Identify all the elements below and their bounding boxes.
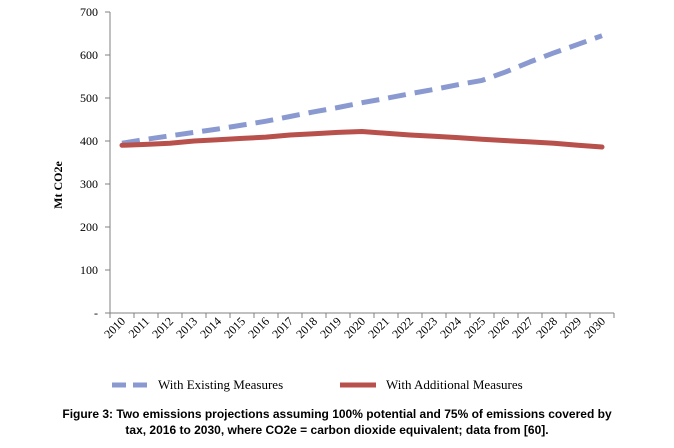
y-tick-label: 300: [80, 177, 98, 191]
x-tick-label: 2022: [389, 314, 416, 341]
x-tick-label: 2030: [581, 314, 608, 341]
x-axis-ticks: 2010201120122013201420152016201720182019…: [101, 313, 615, 341]
x-tick-label: 2021: [365, 314, 392, 341]
x-tick-label: 2013: [173, 314, 200, 341]
x-tick-label: 2023: [413, 314, 440, 341]
legend-label: With Additional Measures: [386, 377, 523, 392]
y-tick-label: 700: [80, 5, 98, 19]
x-tick-label: 2016: [245, 314, 272, 341]
x-tick-label: 2017: [269, 314, 296, 341]
x-tick-label: 2027: [509, 314, 536, 341]
y-tick-label: 500: [80, 91, 98, 105]
y-tick-label: 400: [80, 134, 98, 148]
caption-line-1: Figure 3: Two emissions projections assu…: [62, 407, 612, 421]
series-line-existing-measures: [121, 33, 603, 146]
data-series: [119, 33, 605, 150]
y-axis-ticks: - 100 200 300 400 500 600 700: [80, 5, 110, 320]
x-tick-label: 2015: [221, 314, 248, 341]
x-tick-label: 2010: [101, 314, 128, 341]
axes: [109, 12, 614, 314]
x-tick-label: 2025: [461, 314, 488, 341]
x-tick-label: 2019: [317, 314, 344, 341]
x-tick-label: 2028: [533, 314, 560, 341]
x-tick-label: 2029: [557, 314, 584, 341]
x-tick-label: 2020: [341, 314, 368, 341]
y-tick-label: 600: [80, 48, 98, 62]
x-tick-label: 2026: [485, 314, 512, 341]
y-tick-label: 100: [80, 263, 98, 277]
x-tick-label: 2024: [437, 314, 464, 341]
y-tick-label: 200: [80, 220, 98, 234]
legend: With Existing Measures With Additional Me…: [112, 377, 523, 392]
y-tick-label: -: [94, 306, 98, 320]
series-line-additional-measures: [119, 129, 605, 150]
x-tick-label: 2014: [197, 314, 224, 341]
x-tick-label: 2012: [149, 314, 176, 341]
caption-line-2: tax, 2016 to 2030, where CO2e = carbon d…: [125, 423, 549, 437]
x-tick-label: 2011: [126, 314, 153, 341]
y-axis-label: Mt CO2e: [51, 161, 65, 209]
x-tick-label: 2018: [293, 314, 320, 341]
figure-caption: Figure 3: Two emissions projections assu…: [0, 406, 674, 438]
legend-label: With Existing Measures: [158, 377, 283, 392]
